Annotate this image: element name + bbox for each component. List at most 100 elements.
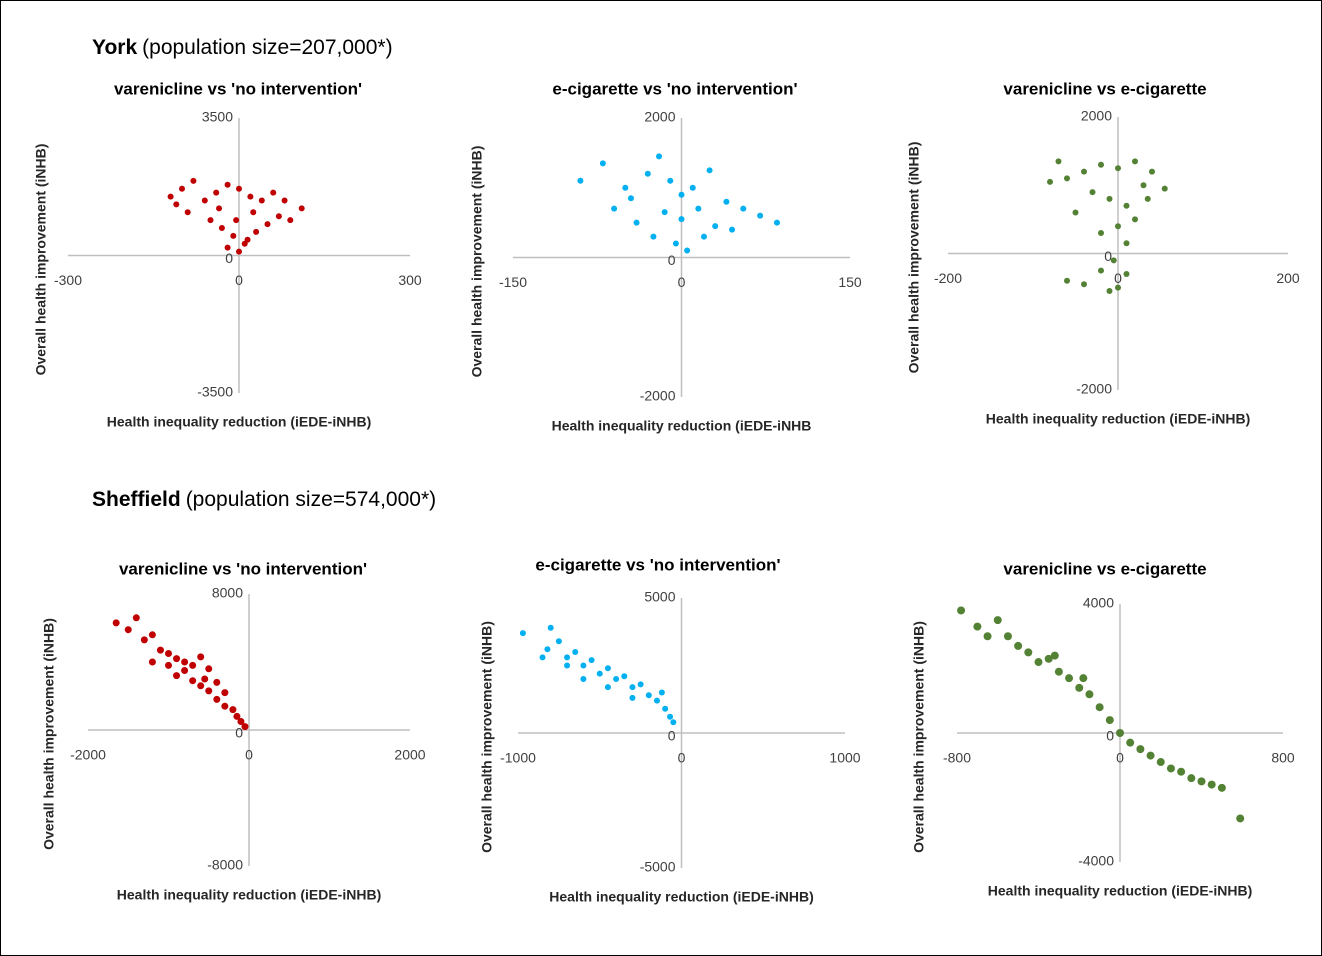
point: [258, 197, 265, 204]
point: [264, 221, 271, 228]
point: [213, 695, 221, 703]
x-axis-label: Health inequality reduction (iEDE-iNHB): [549, 889, 813, 905]
point: [1123, 270, 1130, 277]
point: [1064, 277, 1070, 284]
point: [1149, 168, 1155, 175]
y-tick-label: 0: [1104, 248, 1112, 264]
section-note: (population size=574,000*): [186, 488, 436, 511]
chart-title: varenicline vs e-cigarette: [1003, 559, 1206, 578]
point: [1098, 230, 1104, 237]
section-heading: Sheffield (population size=574,000*): [92, 488, 436, 511]
point: [613, 676, 620, 682]
point: [190, 177, 197, 184]
point: [181, 658, 189, 666]
section-heading: York (population size=207,000*): [92, 36, 393, 59]
chart-title: varenicline vs 'no intervention': [114, 79, 362, 98]
point: [233, 712, 241, 720]
point: [689, 184, 696, 191]
y-tick-label: 0: [225, 250, 233, 266]
point: [629, 694, 636, 701]
point: [555, 638, 562, 645]
point: [1106, 288, 1113, 295]
point: [650, 233, 657, 240]
point: [213, 189, 220, 196]
point: [298, 205, 305, 212]
point: [132, 614, 140, 622]
point: [604, 665, 611, 672]
point: [201, 675, 209, 683]
point: [544, 646, 551, 653]
point: [1197, 777, 1206, 786]
point: [599, 160, 606, 167]
point: [236, 248, 242, 255]
chart-title: e-cigarette vs 'no intervention': [535, 555, 780, 574]
x-tick-label: 800: [1271, 750, 1295, 766]
point: [1123, 240, 1130, 247]
point: [706, 167, 713, 174]
y-tick-label: -3500: [197, 384, 233, 400]
point: [201, 197, 208, 204]
point: [205, 665, 213, 673]
point: [250, 209, 257, 216]
x-tick-label: 1000: [829, 750, 860, 766]
point: [1207, 780, 1216, 789]
point: [179, 185, 185, 192]
point: [1095, 703, 1104, 712]
y-tick-label: 2000: [644, 109, 675, 125]
point: [596, 670, 603, 677]
point: [1236, 814, 1245, 823]
x-tick-label: -2000: [70, 747, 106, 763]
point: [236, 185, 242, 192]
point: [1156, 758, 1165, 767]
y-axis-label: Overall health improvement (iNHB): [479, 621, 495, 853]
point: [197, 682, 205, 690]
point: [275, 213, 282, 220]
point: [983, 632, 992, 641]
x-tick-label: 0: [678, 750, 686, 766]
y-axis-label: Overall health improvement (iNHB): [33, 144, 49, 376]
point: [622, 184, 629, 191]
point: [124, 626, 132, 634]
point: [1140, 182, 1147, 189]
point: [1075, 683, 1084, 692]
point: [1055, 158, 1062, 165]
point: [633, 219, 640, 226]
point: [189, 677, 197, 685]
point: [1106, 195, 1113, 202]
x-tick-label: -800: [943, 750, 971, 766]
y-tick-label: 0: [668, 728, 676, 744]
point: [1081, 281, 1087, 288]
y-axis-label: Overall health improvement (iNHB): [469, 146, 485, 378]
y-tick-label: 0: [668, 252, 676, 268]
point: [1115, 165, 1121, 172]
point: [148, 631, 156, 639]
point: [241, 723, 249, 731]
point: [140, 636, 148, 644]
point: [695, 205, 702, 212]
y-tick-label: -8000: [207, 857, 243, 873]
point: [1105, 716, 1114, 725]
point: [1024, 648, 1033, 657]
point: [712, 223, 719, 230]
y-tick-label: 0: [1106, 728, 1114, 744]
point: [173, 201, 180, 208]
point: [1054, 667, 1063, 676]
y-tick-label: -2000: [1076, 381, 1112, 397]
chart-title: varenicline vs 'no intervention': [119, 559, 367, 578]
point: [1136, 745, 1145, 754]
point: [564, 654, 571, 661]
point: [221, 702, 229, 710]
point: [213, 678, 221, 686]
point: [230, 232, 237, 239]
x-tick-label: 0: [1114, 270, 1122, 286]
x-tick-label: -200: [934, 270, 962, 286]
x-tick-label: 150: [838, 274, 862, 290]
point: [1085, 690, 1094, 699]
point: [729, 226, 736, 233]
x-tick-label: -300: [54, 272, 82, 288]
point: [1081, 168, 1087, 175]
chart-title: varenicline vs e-cigarette: [1003, 79, 1206, 98]
point: [700, 233, 707, 240]
